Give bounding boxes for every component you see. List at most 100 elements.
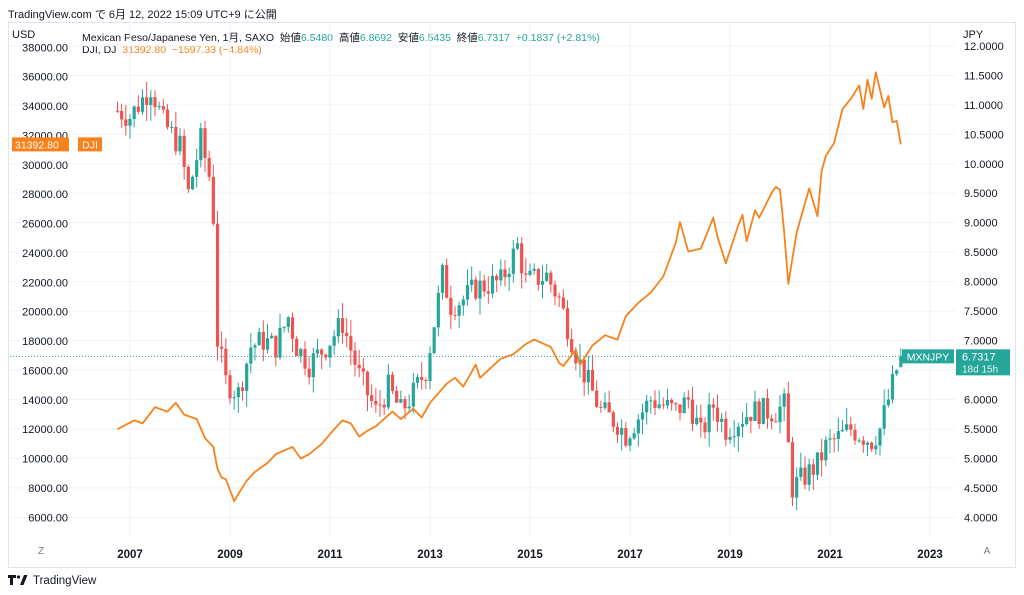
dji-series-legend[interactable]: DJI, DJ 31392.80 −1597.33 (−4.84%) (82, 44, 262, 56)
right-axis-tick-label: 10.5000 (964, 129, 1004, 141)
candle-body (236, 387, 240, 398)
left-axis-tick-label: 36000.00 (22, 72, 68, 84)
candle-body (232, 397, 236, 399)
candle-body (190, 176, 195, 190)
candle-body (695, 417, 699, 425)
main-series-legend[interactable]: Mexican Peso/Japanese Yen, 1月, SAXO 始値6.… (82, 30, 600, 45)
candle-body (890, 373, 895, 400)
close-value: 6.7317 (477, 32, 510, 44)
candle-body (211, 176, 215, 224)
candle-body (561, 297, 565, 309)
candle-body (274, 335, 278, 358)
candle-body (299, 349, 303, 357)
candle-body (445, 265, 449, 298)
candle-body (182, 135, 186, 167)
candle-body (649, 400, 653, 402)
candle-body (628, 438, 632, 446)
right-axis-unit: JPY (963, 29, 984, 41)
candle-body (386, 374, 390, 408)
open-label: 始値 (279, 32, 301, 44)
candle-body (682, 397, 686, 414)
mxnjpy-name-label: MXNJPY (907, 351, 950, 363)
candle-body (590, 369, 595, 391)
dji-name-label: DJI (82, 139, 98, 151)
candle-body (670, 399, 674, 404)
candle-body (474, 279, 478, 299)
candle-body (303, 349, 307, 369)
candle-body (574, 352, 578, 364)
low-label: 安値 (397, 32, 419, 44)
footer-brand-text: TradingView (33, 575, 97, 587)
candle-body (240, 387, 245, 391)
candle-body (257, 331, 261, 346)
axis-scale-z-button[interactable]: Z (37, 546, 45, 557)
candle-body (170, 127, 174, 129)
mxnjpy-price-box (956, 349, 1010, 376)
candle-body (186, 166, 190, 190)
candle-body (440, 265, 445, 293)
candle-body (790, 442, 795, 498)
candle-body (524, 273, 528, 275)
candle-body (886, 399, 890, 406)
candle-body (786, 393, 790, 443)
candle-body (636, 419, 640, 434)
candle-body (653, 400, 657, 408)
candle-body (845, 424, 849, 430)
candle-body (757, 401, 761, 425)
candle-body (840, 429, 845, 432)
candle-body (657, 404, 661, 408)
candle-body (553, 284, 557, 297)
axis-auto-button[interactable]: A (983, 546, 991, 557)
x-axis-tick-label: 2017 (617, 549, 643, 561)
candle-body (686, 397, 690, 400)
candle-body (436, 292, 440, 328)
dji-change: −1597.33 (−4.84%) (171, 44, 262, 56)
candle-body (395, 390, 399, 403)
left-axis-tick-label: 34000.00 (22, 101, 68, 113)
candle-body (678, 404, 682, 414)
candle-body (540, 280, 545, 285)
candle-body (624, 428, 628, 446)
candle-body (253, 345, 257, 348)
x-axis-tick-label: 2007 (117, 549, 143, 561)
candle-body (286, 317, 290, 327)
candle-body (345, 332, 349, 337)
candle-body (620, 428, 624, 435)
open-value: 6.5480 (300, 32, 334, 44)
candle-body (149, 97, 153, 105)
left-axis-tick-label: 26000.00 (22, 219, 68, 231)
candle-body (145, 97, 149, 105)
mxnjpy-name-box (902, 349, 954, 364)
candle-body (761, 398, 765, 425)
candle-body (382, 404, 386, 408)
candle-body (528, 270, 532, 275)
candle-body (699, 417, 703, 423)
candle-body (328, 345, 332, 358)
candle-body (645, 400, 649, 413)
candle-body (353, 350, 357, 365)
candle-body (228, 375, 232, 399)
candle-body (724, 418, 728, 440)
left-axis-tick-label: 10000.00 (22, 454, 68, 466)
dji-name-box (78, 137, 102, 152)
candle-body (495, 275, 499, 281)
right-axis-tick-label: 5.0000 (964, 453, 998, 465)
high-label: 高値 (338, 32, 360, 44)
candle-body (432, 327, 436, 354)
candle-body (332, 336, 336, 346)
candle-body (132, 106, 136, 119)
low-value: 6.5435 (418, 32, 451, 44)
candle-body (870, 442, 874, 450)
candle-body (340, 317, 345, 333)
candle-body (895, 370, 899, 374)
candle-body (774, 421, 778, 423)
candle-body (115, 110, 120, 112)
mxnjpy-countdown-label: 18d 15h (962, 364, 998, 375)
candle-body (165, 109, 170, 128)
right-axis-tick-label: 9.5000 (964, 188, 998, 200)
candle-body (515, 243, 520, 249)
candle-body (536, 268, 540, 285)
x-axis-tick-label: 2011 (318, 549, 344, 561)
candle-body (461, 299, 465, 306)
